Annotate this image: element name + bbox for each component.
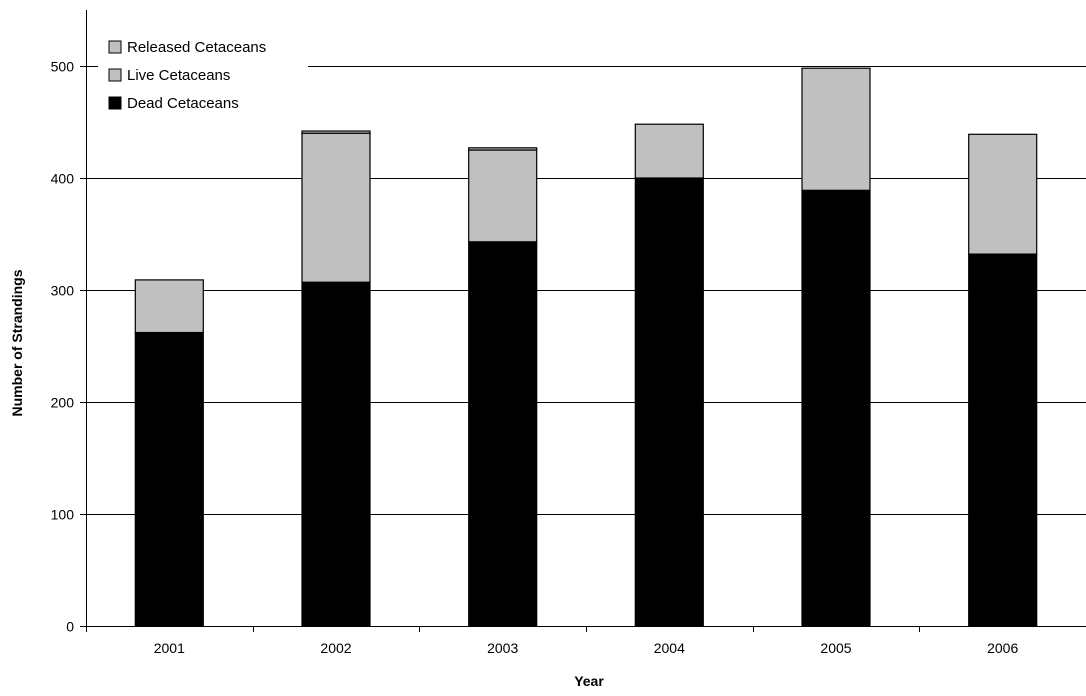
x-tick-label: 2003: [487, 640, 518, 656]
bar-live-cetaceans-2005: [801, 67, 871, 191]
legend-swatch: [108, 96, 122, 110]
bar-dead-cetaceans-2002: [301, 281, 371, 627]
legend: Released Cetaceans Live Cetaceans Dead Cet…: [98, 30, 308, 122]
bar-released-cetaceans-2002: [301, 130, 371, 134]
x-tick-label: 2006: [987, 640, 1018, 656]
bar-live-cetaceans-2004: [634, 123, 704, 179]
y-tick-label: 200: [51, 395, 75, 411]
bar-dead-cetaceans-2006: [968, 253, 1038, 627]
bar-dead-cetaceans-2001: [134, 332, 204, 627]
legend-label: Dead Cetaceans: [127, 95, 239, 112]
bar-live-cetaceans-2003: [468, 149, 538, 243]
legend-label: Live Cetaceans: [127, 67, 230, 84]
x-tick-label: 2005: [820, 640, 851, 656]
bar-live-cetaceans-2002: [301, 132, 371, 283]
legend-box: [98, 30, 308, 122]
legend-swatch: [108, 68, 122, 82]
x-tick-label: 2002: [320, 640, 351, 656]
bar-live-cetaceans-2001: [134, 279, 204, 334]
bar-released-cetaceans-2003: [468, 147, 538, 151]
bar-dead-cetaceans-2005: [801, 189, 871, 627]
bar-dead-cetaceans-2004: [634, 177, 704, 627]
legend-label: Released Cetaceans: [127, 39, 266, 56]
y-tick-label: 400: [51, 171, 75, 187]
legend-swatch: [108, 40, 122, 54]
y-tick-label: 300: [51, 283, 75, 299]
x-tick-label: 2001: [154, 640, 185, 656]
bars: [134, 67, 1038, 627]
bar-dead-cetaceans-2003: [468, 241, 538, 627]
y-tick-label: 500: [51, 59, 75, 75]
x-axis-title: Year: [574, 673, 604, 689]
y-axis-title: Number of Strandings: [9, 269, 25, 416]
y-tick-label: 0: [66, 619, 74, 635]
axes: 0 100 200 300 400 500 2001 2002 2003 2004 2005 2006: [51, 10, 1086, 656]
x-tick-label: 2004: [654, 640, 685, 656]
bar-live-cetaceans-2006: [968, 133, 1038, 255]
gridlines: [86, 66, 1086, 515]
y-tick-label: 100: [51, 507, 75, 523]
